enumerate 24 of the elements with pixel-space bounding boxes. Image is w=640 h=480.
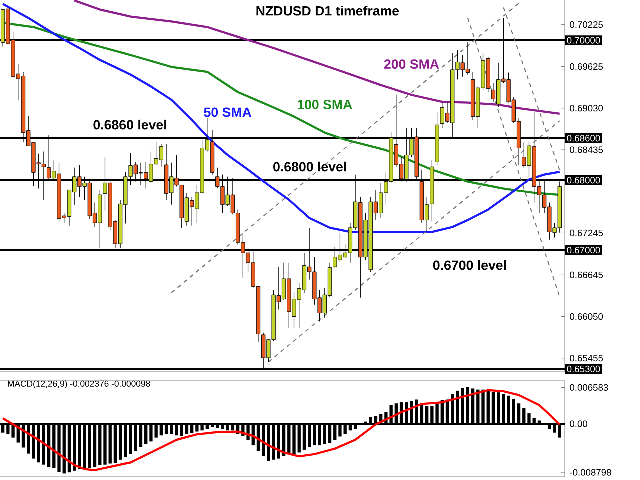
y-tick-label: 0.68435 — [570, 146, 604, 154]
y-tick-label: 0.65455 — [570, 355, 604, 362]
series-label: 200 SMA — [384, 60, 440, 70]
series-label: 50 SMA — [204, 108, 252, 118]
series-label: 100 SMA — [298, 100, 352, 110]
ref-line-label: 0.68000 — [567, 177, 600, 184]
annotation: 0.6860 level — [94, 120, 166, 130]
ref-line-label: 0.65300 — [567, 366, 600, 372]
chart-title: NZDUSD D1 timeframe — [256, 6, 400, 16]
chart-title: MACD(12,26,9) -0.002376 -0.000098 — [8, 380, 150, 389]
ref-line-label: 0.67000 — [567, 247, 600, 254]
y-tick-label: 0.00 — [570, 420, 588, 428]
ref-line-label: 0.68600 — [567, 135, 600, 142]
y-tick-label: 0.70225 — [570, 22, 604, 28]
y-tick-label: 0.69030 — [570, 105, 604, 112]
y-tick-label: 0.006583 — [570, 384, 608, 392]
y-tick-label: 0.66645 — [570, 272, 604, 278]
y-tick-label: 0.66050 — [570, 313, 604, 320]
annotation: 0.6800 level — [274, 162, 346, 172]
y-tick-label: -0.008798 — [570, 469, 612, 476]
annotation: 0.6700 level — [433, 260, 506, 270]
y-tick-label: 0.67245 — [570, 230, 604, 236]
ref-line-label: 0.70000 — [567, 37, 600, 44]
y-tick-label: 0.69625 — [570, 63, 604, 70]
